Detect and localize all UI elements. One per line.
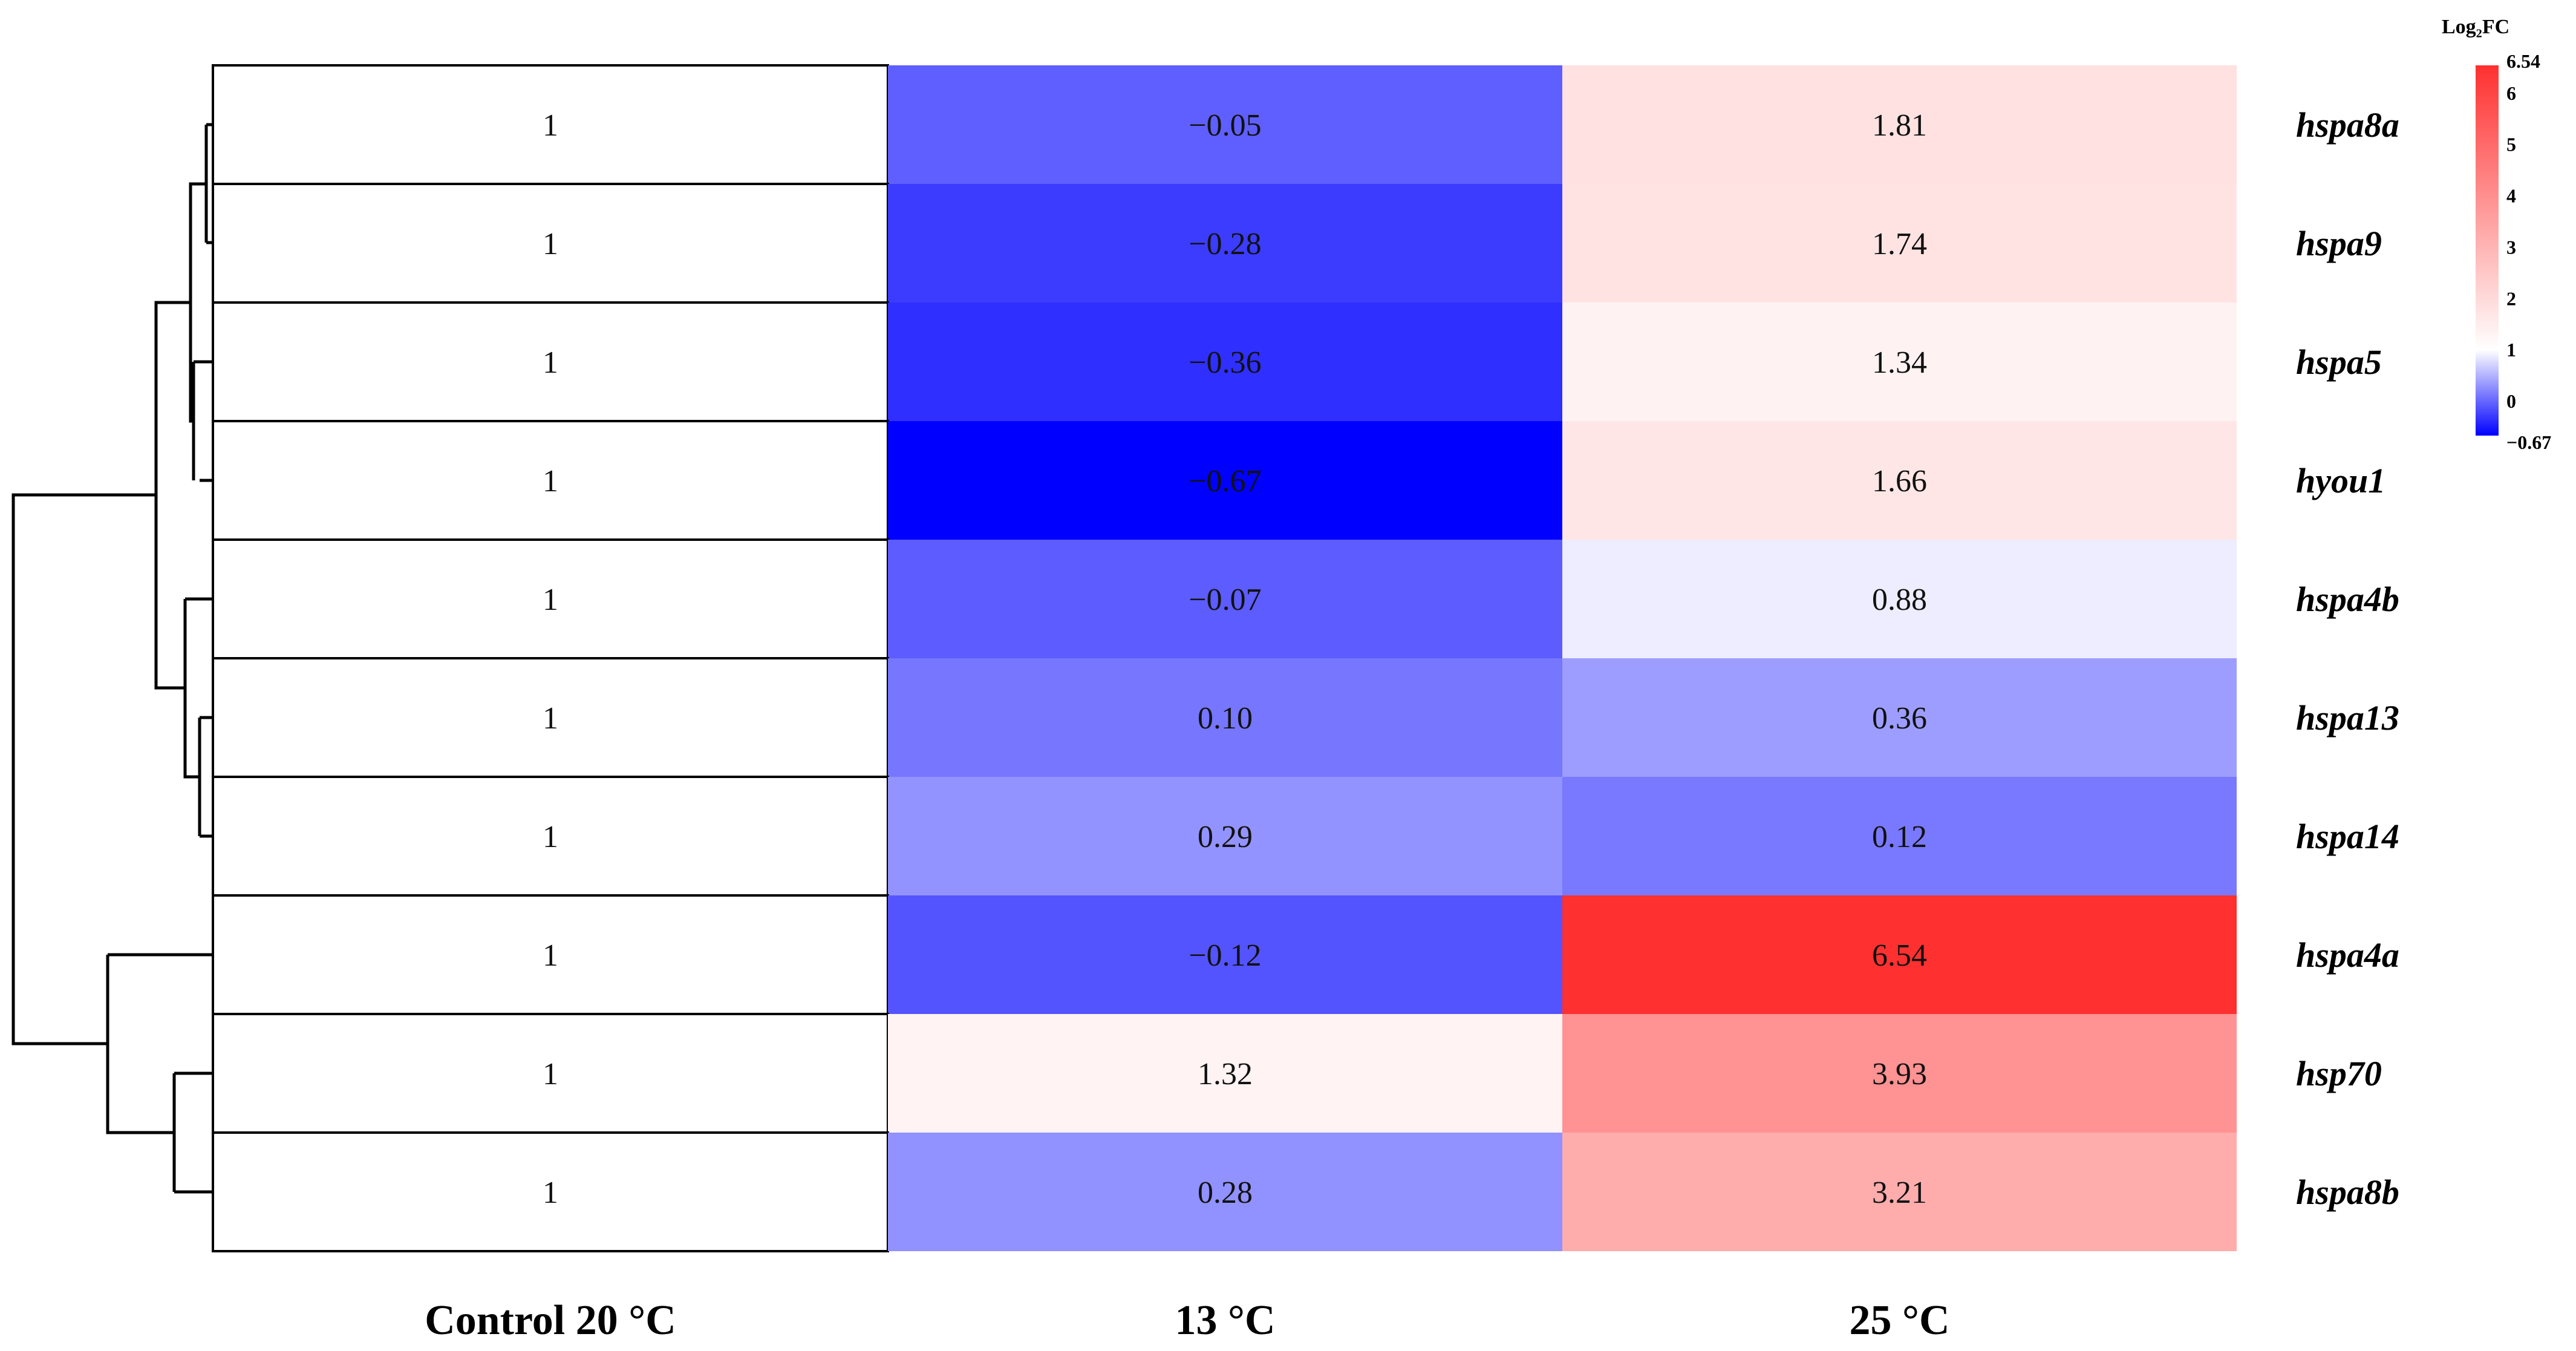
heatmap-cell (1562, 421, 2237, 540)
gene-label: hspa5 (2296, 342, 2382, 382)
cell-value-label: 1 (543, 108, 558, 143)
cell-value-label: 3.21 (1872, 1176, 1927, 1210)
heatmap-cell (1562, 540, 2237, 658)
cell-value-label: −0.07 (1189, 583, 1261, 617)
heatmap-cell (1562, 658, 2237, 777)
cell-value-label: 0.36 (1872, 701, 1927, 736)
cell-value-label: 1.74 (1872, 227, 1927, 261)
cell-value-label: 1 (543, 464, 558, 499)
condition-labels: Control 20 °C 13 °C 25 °C (425, 1297, 1949, 1344)
legend-title: Log₂FC (2442, 16, 2509, 38)
heatmap-cell (212, 420, 889, 541)
heatmap-cell (1562, 1133, 2237, 1251)
condition-label: Control 20 °C (425, 1297, 676, 1344)
gene-label: hspa8b (2296, 1173, 2399, 1212)
heatmap-cell (1562, 895, 2237, 1014)
dendrogram-branch (11, 493, 156, 1045)
heatmap-cell (888, 65, 1562, 184)
legend-tick-label: 5 (2506, 134, 2516, 155)
cell-value-label: 1.81 (1872, 108, 1927, 143)
heatmap-cells (212, 64, 2237, 1252)
heatmap-cell (1562, 1014, 2237, 1133)
cell-value-labels: 1 −0.05 1.81 1 −0.28 1.74 1 −0.36 1.34 1 −0.67 1.66… (543, 108, 1927, 1210)
heatmap-cell (1562, 303, 2237, 421)
cell-value-label: 1 (543, 227, 558, 261)
legend-tick-label: 1 (2506, 339, 2516, 361)
cell-value-label: 1 (543, 583, 558, 617)
heatmap-cell (888, 1014, 1562, 1133)
heatmap-cell (888, 658, 1562, 777)
cell-value-label: 1.32 (1198, 1057, 1253, 1091)
heatmap-cell (212, 64, 889, 185)
dendrogram-branch (108, 123, 213, 1194)
heatmap-cell (212, 894, 889, 1015)
dendrogram-branch (183, 599, 200, 779)
cell-value-label: 0.12 (1872, 820, 1927, 854)
heatmap-cell (888, 303, 1562, 421)
cell-value-label: 6.54 (1872, 938, 1927, 973)
cell-value-label: 0.88 (1872, 583, 1927, 617)
cell-value-label: 1.34 (1872, 345, 1927, 380)
legend-color-bar (2476, 65, 2499, 436)
heatmap-cell (888, 540, 1562, 658)
cell-value-label: −0.28 (1189, 227, 1261, 261)
gene-label: hspa13 (2296, 698, 2399, 738)
gene-label: hyou1 (2296, 461, 2385, 500)
cell-value-label: −0.67 (1189, 464, 1261, 499)
row-dendrogram (11, 123, 213, 1194)
heatmap-cell (212, 1013, 889, 1134)
cell-value-label: −0.05 (1189, 108, 1261, 143)
condition-label: 25 °C (1849, 1297, 1949, 1344)
legend-tick-label: 6.54 (2506, 50, 2540, 72)
legend-tick-label: 3 (2506, 236, 2516, 258)
legend-tick-label: 0 (2506, 390, 2516, 412)
heatmap-cell (212, 1131, 889, 1252)
cell-value-label: 1 (543, 1176, 558, 1210)
legend-tick-label: 2 (2506, 287, 2516, 309)
gene-label: hspa4b (2296, 580, 2399, 619)
cell-value-label: 3.93 (1872, 1057, 1927, 1091)
legend-tick-label: 4 (2506, 185, 2516, 207)
heatmap-cell (212, 657, 889, 778)
cell-value-label: 0.28 (1198, 1176, 1253, 1210)
cell-value-label: 1 (543, 1057, 558, 1091)
gene-label: hsp70 (2296, 1054, 2382, 1093)
legend-tick-label: −0.67 (2506, 431, 2551, 453)
heatmap-cell (1562, 777, 2237, 895)
legend-ticks: 6.54 6 5 4 3 2 1 0 −0.67 (2506, 50, 2551, 453)
cell-value-label: 1 (543, 820, 558, 854)
legend-tick-label: 6 (2506, 82, 2516, 104)
heatmap-cell (888, 777, 1562, 895)
heatmap-cell (1562, 65, 2237, 184)
gene-label: hspa14 (2296, 817, 2399, 856)
cell-value-label: 1 (543, 701, 558, 736)
cell-value-label: 1 (543, 345, 558, 380)
cell-value-label: 0.29 (1198, 820, 1253, 854)
gene-label: hspa9 (2296, 224, 2382, 263)
gene-labels: hspa8a hspa9 hspa5 hyou1 hspa4b hspa13 hspa14 h… (2296, 105, 2399, 1212)
heatmap-cell (1562, 184, 2237, 303)
dendrogram-branch (106, 955, 174, 1134)
heatmap-cell (888, 1133, 1562, 1251)
cell-value-label: 1.66 (1872, 464, 1927, 499)
heatmap-cell (212, 776, 889, 897)
cell-value-label: −0.12 (1189, 938, 1261, 973)
cell-value-label: −0.36 (1189, 345, 1261, 380)
heatmap-cell (212, 301, 889, 422)
heatmap-cell (888, 895, 1562, 1014)
cell-value-label: 1 (543, 938, 558, 973)
gene-label: hspa8a (2296, 105, 2399, 145)
heatmap-cell (888, 184, 1562, 303)
gene-label: hspa4a (2296, 935, 2399, 975)
condition-label: 13 °C (1175, 1297, 1275, 1344)
heatmap-cell (888, 421, 1562, 540)
cell-value-label: 0.10 (1198, 701, 1253, 736)
color-legend: Log₂FC 6.54 6 5 4 3 2 1 0 −0.67 (2442, 16, 2551, 453)
